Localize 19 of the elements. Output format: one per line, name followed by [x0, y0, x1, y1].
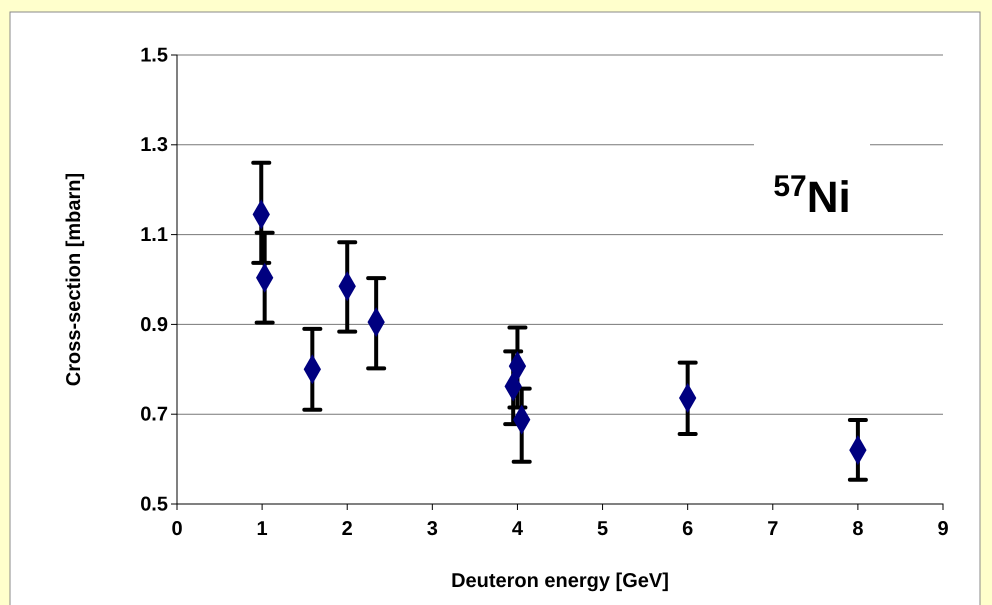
y-tick-label: 1.3: [140, 134, 168, 156]
annotation: $^{57}$Ni: [773, 170, 851, 222]
x-tick-label: 1: [256, 518, 268, 540]
y-tick-label: 0.9: [140, 314, 168, 336]
x-tick-label: 8: [852, 518, 864, 540]
x-axis-title: Deuteron energy [GeV]: [451, 570, 669, 592]
x-tick-label: 9: [937, 518, 949, 540]
y-tick-label: 1.1: [140, 224, 168, 246]
y-axis-title: Cross-section [mbarn]: [63, 172, 85, 386]
x-tick-label: 4: [512, 518, 524, 540]
x-tick-label: 0: [171, 518, 183, 540]
y-tick-label: 1.5: [140, 44, 168, 66]
y-tick-label: 0.5: [140, 493, 168, 516]
x-tick-label: 6: [682, 518, 694, 540]
y-tick-label: 0.7: [140, 404, 168, 426]
x-tick-label: 7: [767, 518, 778, 540]
x-tick-label: 5: [596, 518, 608, 540]
x-tick-label: 2: [342, 518, 353, 540]
x-tick-label: 3: [426, 518, 438, 540]
